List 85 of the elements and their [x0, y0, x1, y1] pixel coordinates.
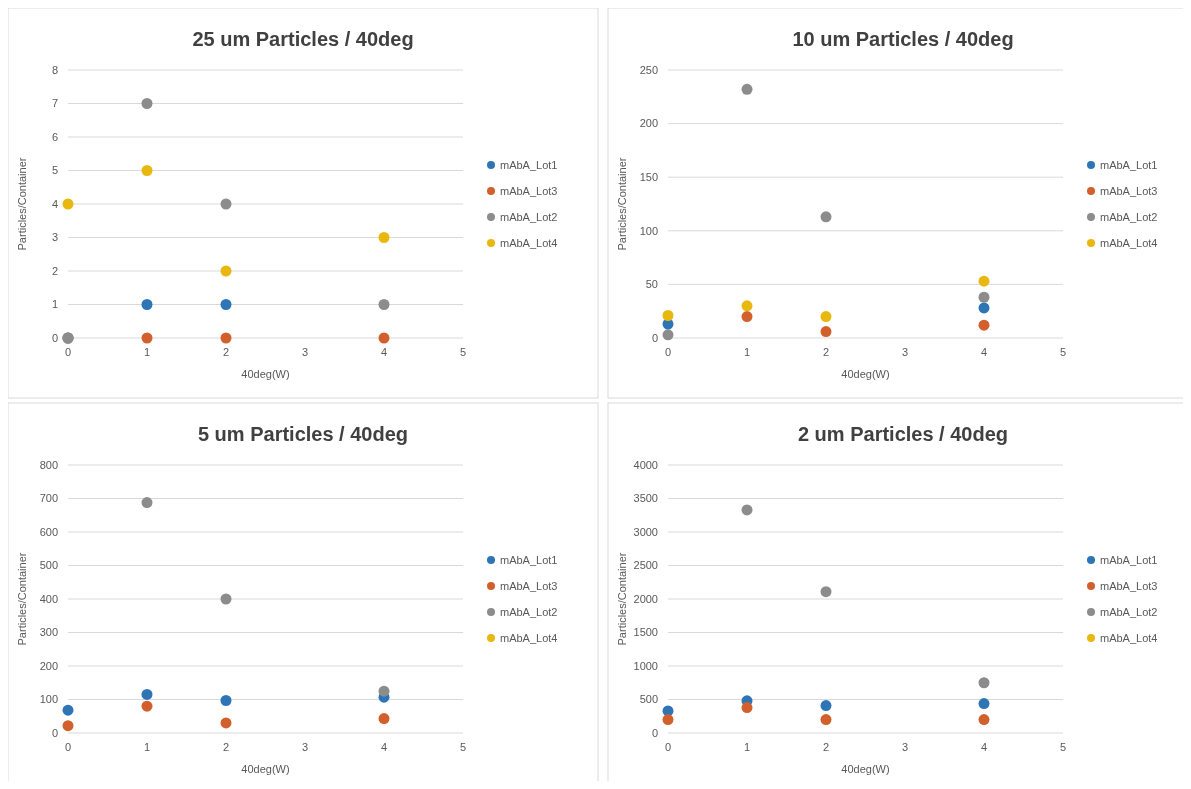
x-tick-label: 2 [822, 346, 830, 358]
legend-label: mAbA_Lot2 [1100, 605, 1158, 618]
x-tick-label: 3 [901, 741, 909, 753]
y-tick-label: 2 [51, 264, 58, 277]
y-tick-label: 4 [51, 197, 58, 210]
y-tick-label: 1000 [633, 659, 658, 672]
y-tick-label: 1500 [633, 626, 658, 639]
x-tick-label: 1 [143, 346, 151, 358]
y-tick-label: 300 [39, 626, 58, 639]
y-axis-title: Particles/Container [616, 552, 628, 646]
y-tick-label: 5 [51, 164, 58, 177]
legend-label: mAbA_Lot1 [1100, 158, 1158, 171]
y-tick-label: 8 [51, 63, 58, 76]
legend-label: mAbA_Lot3 [500, 184, 558, 197]
x-axis-title: 40deg(W) [241, 368, 290, 380]
y-tick-label: 3000 [633, 525, 658, 538]
x-tick-label: 4 [380, 346, 388, 358]
y-tick-label: 500 [39, 559, 58, 572]
x-tick-label: 2 [222, 346, 230, 358]
x-tick-label: 0 [664, 741, 672, 753]
y-tick-label: 3 [51, 231, 58, 244]
y-axis-title: Particles/Container [16, 157, 28, 251]
legend-label: mAbA_Lot4 [500, 236, 558, 249]
legend-label: mAbA_Lot2 [500, 210, 558, 223]
y-tick-label: 0 [651, 331, 658, 344]
legend-label: mAbA_Lot4 [500, 631, 558, 644]
x-tick-label: 5 [1059, 346, 1067, 358]
x-tick-label: 3 [301, 741, 309, 753]
x-tick-label: 0 [664, 346, 672, 358]
x-tick-label: 3 [901, 346, 909, 358]
x-axis-title: 40deg(W) [241, 763, 290, 775]
x-tick-label: 1 [743, 346, 751, 358]
y-tick-label: 2000 [633, 592, 658, 605]
y-tick-label: 400 [39, 592, 58, 605]
y-tick-label: 150 [639, 171, 658, 184]
chart-title: 10 um Particles / 40deg [792, 28, 1014, 50]
legend-label: mAbA_Lot3 [500, 579, 558, 592]
chart-title: 25 um Particles / 40deg [192, 28, 414, 50]
y-tick-label: 4000 [633, 458, 658, 471]
y-tick-label: 6 [51, 130, 58, 143]
x-tick-label: 1 [143, 741, 151, 753]
y-tick-label: 500 [639, 693, 658, 706]
legend-label: mAbA_Lot1 [1100, 553, 1158, 566]
y-tick-label: 0 [51, 726, 58, 739]
x-tick-label: 4 [380, 741, 388, 753]
x-tick-label: 5 [459, 741, 467, 753]
x-tick-label: 5 [1059, 741, 1067, 753]
chart-title: 2 um Particles / 40deg [797, 423, 1009, 445]
y-tick-label: 7 [51, 97, 58, 110]
y-tick-label: 50 [645, 278, 658, 291]
legend-label: mAbA_Lot1 [500, 553, 558, 566]
y-tick-label: 0 [51, 331, 58, 344]
y-tick-label: 100 [639, 224, 658, 237]
legend-label: mAbA_Lot3 [1100, 579, 1158, 592]
legend-label: mAbA_Lot4 [1100, 631, 1158, 644]
x-tick-label: 0 [64, 346, 72, 358]
y-axis-title: Particles/Container [616, 157, 628, 251]
x-tick-label: 2 [822, 741, 830, 753]
x-tick-label: 4 [980, 346, 988, 358]
y-tick-label: 0 [651, 726, 658, 739]
y-tick-label: 1 [51, 298, 58, 311]
x-tick-label: 5 [459, 346, 467, 358]
y-tick-label: 700 [39, 492, 58, 505]
y-tick-label: 200 [39, 659, 58, 672]
x-tick-label: 4 [980, 741, 988, 753]
x-tick-label: 2 [222, 741, 230, 753]
x-axis-title: 40deg(W) [841, 763, 890, 775]
y-tick-label: 100 [39, 693, 58, 706]
y-tick-label: 2500 [633, 559, 658, 572]
x-tick-label: 1 [743, 741, 751, 753]
legend-label: mAbA_Lot3 [1100, 184, 1158, 197]
legend-label: mAbA_Lot2 [1100, 210, 1158, 223]
chart-title: 5 um Particles / 40deg [197, 423, 409, 445]
x-tick-label: 0 [64, 741, 72, 753]
y-tick-label: 250 [639, 63, 658, 76]
y-tick-label: 200 [639, 117, 658, 130]
y-tick-label: 800 [39, 458, 58, 471]
y-tick-label: 3500 [633, 492, 658, 505]
y-axis-title: Particles/Container [16, 552, 28, 646]
legend-label: mAbA_Lot2 [500, 605, 558, 618]
x-tick-label: 3 [301, 346, 309, 358]
x-axis-title: 40deg(W) [841, 368, 890, 380]
legend-label: mAbA_Lot1 [500, 158, 558, 171]
y-tick-label: 600 [39, 525, 58, 538]
legend-label: mAbA_Lot4 [1100, 236, 1158, 249]
